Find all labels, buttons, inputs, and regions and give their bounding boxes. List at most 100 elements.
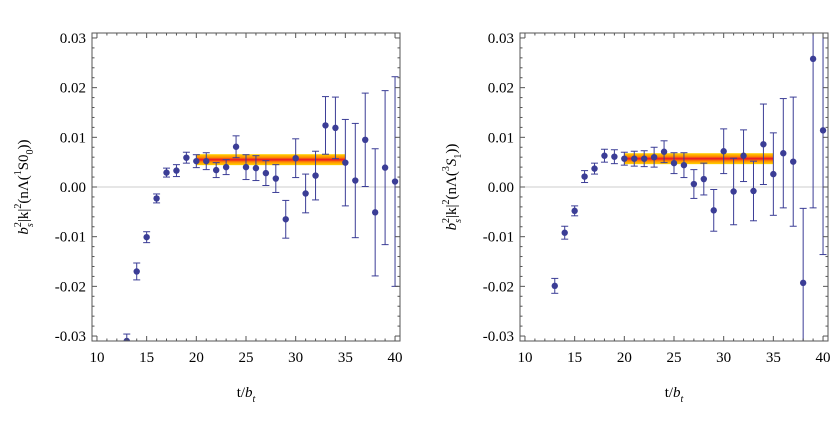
right-data-marker (720, 148, 727, 155)
left-data-marker (242, 163, 250, 171)
left-plot-area (92, 76, 400, 341)
right-y-axis-label: bs2|k|2(nΛ(3S1)) (441, 144, 464, 231)
left-data-point (172, 164, 180, 178)
left-data-point (143, 231, 151, 244)
right-x-tick-label: 25 (667, 350, 682, 366)
right-data-marker (819, 127, 827, 134)
right-data-point (571, 205, 579, 217)
left-data-point (163, 167, 171, 178)
right-data-point (749, 160, 757, 222)
right-data-point (680, 152, 688, 179)
right-data-marker (690, 180, 698, 188)
left-data-point (391, 76, 399, 287)
right-data-marker (680, 161, 688, 169)
left-y-tick-label: 0.00 (60, 180, 86, 196)
left-data-marker (153, 195, 160, 202)
right-data-marker (561, 229, 568, 236)
left-data-point (351, 122, 359, 239)
right-data-marker (770, 170, 777, 178)
left-data-point (192, 154, 200, 169)
left-data-marker (322, 122, 329, 129)
right-data-point (799, 207, 807, 341)
right-y-tick-label: 0.00 (488, 180, 514, 196)
right-x-axis-label: t/bt (665, 385, 684, 405)
right-data-point (640, 150, 648, 168)
left-data-marker (381, 164, 389, 171)
left-x-tick-label: 25 (239, 350, 254, 366)
right-data-marker (700, 175, 708, 183)
left-x-axis-label: t/bt (237, 385, 256, 405)
left-x-tick-label: 30 (288, 350, 303, 366)
right-data-marker (650, 153, 658, 161)
left-axes: 10 15 20 25 30 35 40 -0.03 -0.02 -0.01 0.00 0.01 0.0… (55, 31, 403, 366)
right-data-point (650, 146, 658, 168)
right-data-point (779, 98, 787, 209)
right-data-marker (551, 282, 558, 290)
left-data-marker (143, 233, 150, 241)
right-data-point (561, 225, 569, 240)
right-x-tick-label: 10 (517, 350, 532, 366)
right-data-point (630, 150, 638, 167)
right-data-point (720, 128, 728, 175)
left-y-axis-label: bs2|k|2(nΛ(1S00)) (13, 139, 36, 234)
right-data-marker (809, 55, 817, 63)
right-y-tick-label: -0.01 (483, 230, 514, 246)
right-data-marker (780, 150, 787, 157)
left-y-tick-label: -0.03 (55, 329, 86, 345)
left-data-point (331, 96, 339, 160)
left-data-marker (222, 163, 230, 171)
right-data-point (660, 140, 668, 164)
right-panel: 10 15 20 25 30 35 40 -0.03 -0.02 -0.01 0.00 0.01 0.0… (441, 31, 830, 405)
left-y-tick-label: 0.02 (60, 81, 86, 97)
right-data-point (591, 162, 599, 175)
left-data-marker (352, 177, 359, 184)
left-data-marker (133, 268, 140, 275)
right-x-tick-label: 40 (816, 350, 830, 366)
left-data-marker (262, 169, 270, 177)
left-data-point (341, 118, 349, 207)
left-y-tick-label: -0.01 (55, 230, 86, 246)
right-data-point (581, 170, 589, 184)
left-data-point (282, 199, 290, 239)
right-data-marker (750, 187, 757, 195)
right-data-point (789, 96, 797, 227)
left-data-marker (193, 157, 200, 165)
left-data-marker (292, 154, 299, 162)
left-data-point (321, 96, 329, 155)
right-data-marker (631, 155, 638, 162)
right-data-point (620, 151, 628, 166)
right-fit-band (624, 153, 774, 165)
right-data-point (610, 149, 618, 165)
left-data-point (302, 173, 310, 214)
left-data-point (361, 92, 369, 188)
left-x-tick-label: 10 (89, 350, 104, 366)
left-data-marker (183, 154, 190, 161)
right-y-tick-label: -0.02 (483, 279, 514, 295)
left-data-point (222, 159, 230, 176)
left-data-point (212, 162, 220, 179)
right-y-tick-label: -0.03 (483, 329, 514, 345)
left-data-marker (212, 166, 220, 174)
right-data-point (819, 33, 827, 256)
left-data-point (381, 90, 389, 246)
right-x-tick-label: 30 (716, 350, 731, 366)
right-data-marker (571, 207, 578, 215)
left-data-marker (312, 172, 319, 179)
left-data-marker (282, 216, 289, 223)
right-data-marker (581, 173, 588, 180)
left-x-tick-label: 15 (139, 350, 154, 366)
left-x-tick-label: 35 (338, 350, 353, 366)
right-data-marker (621, 155, 628, 162)
left-data-point (182, 151, 190, 164)
right-data-point (670, 152, 678, 175)
right-data-point (690, 169, 698, 199)
right-data-marker (601, 152, 608, 159)
right-data-point (710, 188, 718, 232)
right-y-tick-label: 0.03 (488, 31, 514, 47)
left-panel: 10 15 20 25 30 35 40 -0.03 -0.02 -0.01 0.00 0.01 0.0… (13, 31, 403, 405)
right-data-point (730, 157, 738, 226)
right-data-point (769, 132, 777, 216)
right-plot-area (520, 33, 828, 341)
left-data-marker (252, 164, 260, 172)
